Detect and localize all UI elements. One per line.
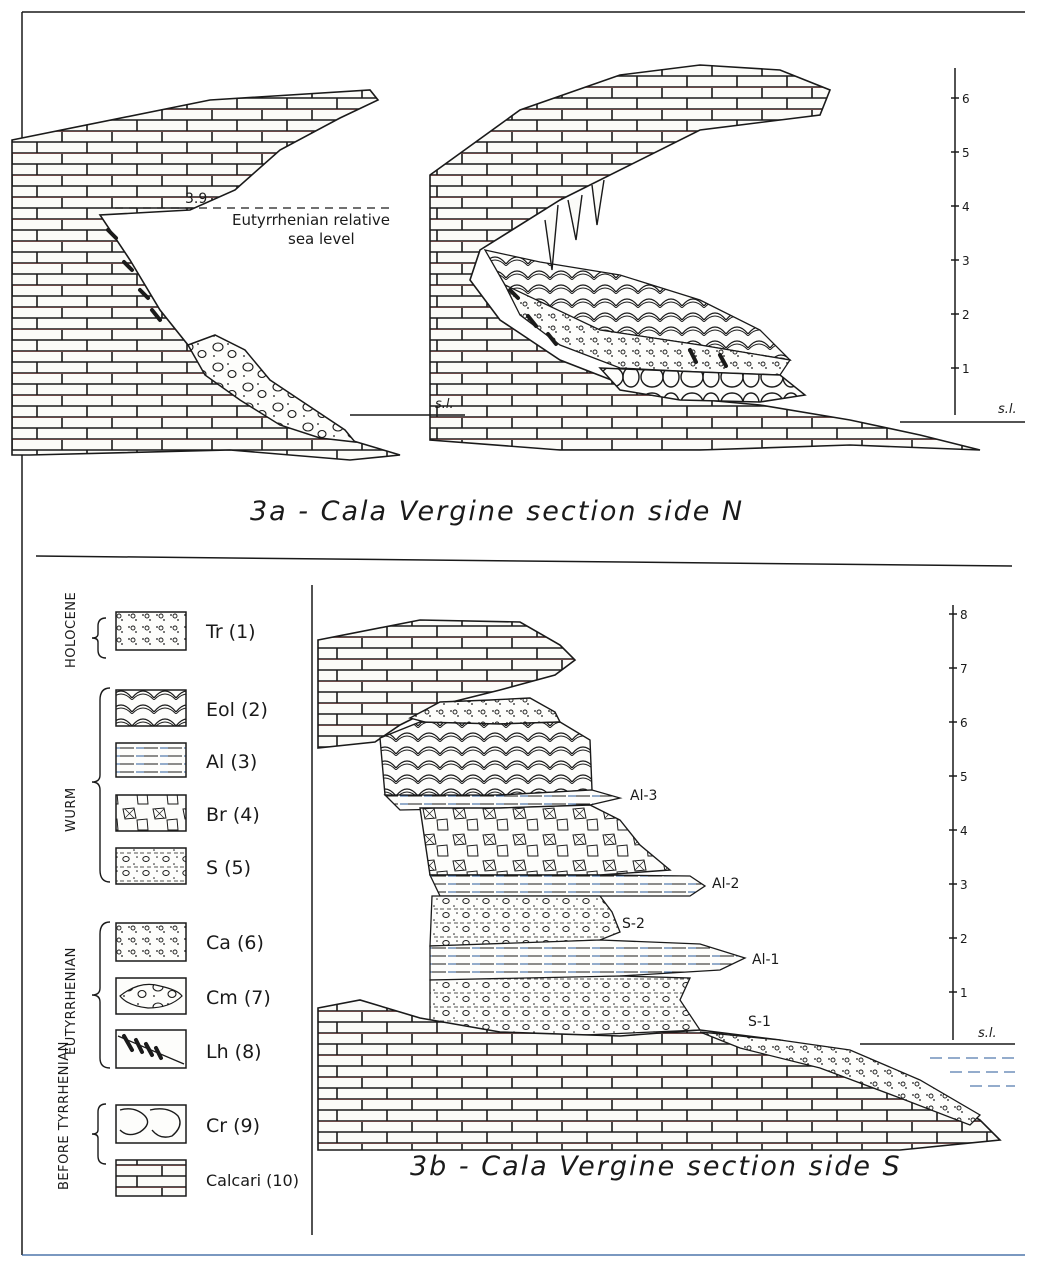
panel-a-sea-level-note-1: Eutyrrhenian relative: [232, 211, 390, 229]
legend-label-br: Br (4): [206, 804, 260, 826]
legend-label-s: S (5): [206, 857, 251, 879]
legend-swatch-cr: [115, 1104, 187, 1144]
panel-a-section: 3.9 Eutyrrhenian relative sea level s.l.…: [11, 64, 1025, 527]
panel-b-tick-3: 3: [960, 878, 968, 892]
legend-braces: [91, 617, 111, 1165]
panel-b-section: Al-3 Al-2 S-2 Al-1 S-1 s.l. 8 7 6 5 4 3: [317, 605, 1015, 1182]
panel-a-scale-ticks: [951, 97, 959, 369]
panel-b-al2: [428, 874, 707, 897]
legend-swatch-s: [115, 847, 187, 885]
panel-b-caption: 3b - Cala Vergine section side S: [410, 1151, 902, 1182]
panel-b-label-s1: S-1: [748, 1014, 771, 1030]
panel-b-al1: [429, 939, 747, 981]
panel-b-breccia: [419, 804, 672, 876]
panel-a-left-limestone: [11, 89, 401, 461]
panel-b-eolian: [379, 721, 593, 799]
panel-b-top-limestone: [317, 619, 577, 749]
legend-swatch-lh-line: [117, 1035, 185, 1065]
legend-swatch-br: [115, 794, 187, 832]
legend-period-before-tyrrhenian: BEFORE TYRRHENIAN: [57, 1041, 72, 1190]
panel-b-scale-ticks: [949, 613, 957, 993]
panel-a-stalactites: [544, 179, 605, 271]
panel-b-tick-2: 2: [960, 932, 968, 946]
panel-b-label-s2: S-2: [622, 916, 645, 932]
panel-b-s2: [429, 895, 621, 947]
panel-a-sea-level-note-2: sea level: [288, 230, 355, 248]
panel-b-tick-1: 1: [960, 986, 968, 1000]
legend-label-lh: Lh (8): [206, 1041, 262, 1063]
legend-swatch-cr-pattern: [119, 1108, 181, 1138]
panel-b-al3: [383, 789, 623, 811]
panel-a-tick-3: 3: [962, 254, 970, 268]
legend: HOLOCENE WURM EUTYRRHENIAN BEFORE TYRRHE…: [57, 592, 299, 1197]
legend-swatch-cm-body: [119, 983, 183, 1009]
panel-a-lithophaga-marks: [106, 228, 728, 368]
panel-b-sea-lines: [930, 1057, 1015, 1087]
legend-label-ca: Ca (6): [206, 932, 264, 954]
panel-b-tick-8: 8: [960, 608, 968, 622]
legend-swatch-ca: [115, 922, 187, 962]
panel-a-tick-1: 1: [962, 362, 970, 376]
legend-label-al: Al (3): [206, 751, 257, 773]
panel-b-sl-label: s.l.: [978, 1026, 997, 1041]
legend-label-eol: Eol (2): [206, 699, 268, 721]
legend-label-cr: Cr (9): [206, 1115, 260, 1137]
legend-swatch-al: [115, 742, 187, 778]
panel-divider: [35, 555, 1013, 567]
panel-b-label-al3: Al-3: [630, 788, 657, 804]
panel-a-tick-5: 5: [962, 146, 970, 160]
panel-a-sea-level-value: 3.9: [185, 191, 207, 207]
panel-a-tick-6: 6: [962, 92, 970, 106]
legend-period-holocene: HOLOCENE: [64, 592, 79, 668]
panel-a-left-deposit: [186, 334, 357, 443]
panel-a-left-sl-label: s.l.: [435, 397, 454, 412]
panel-b-tick-5: 5: [960, 770, 968, 784]
legend-swatch-tr: [115, 611, 187, 651]
legend-period-wurm: WURM: [64, 787, 79, 832]
legend-swatch-eol: [115, 689, 187, 727]
legend-label-tr: Tr (1): [205, 621, 256, 643]
legend-period-before-tyrrhenian-text: BEFORE TYRRHENIAN: [57, 1041, 72, 1190]
panel-b-tick-7: 7: [960, 662, 968, 676]
panel-b-label-al2: Al-2: [712, 876, 739, 892]
panel-a-right-boulders: [598, 367, 807, 403]
legend-swatch-calcari: [115, 1159, 187, 1197]
legend-label-cm: Cm (7): [206, 987, 271, 1009]
panel-b-slope-deposit: [699, 1031, 982, 1126]
panel-b-tick-4: 4: [960, 824, 968, 838]
panel-a-tick-4: 4: [962, 200, 970, 214]
panel-a-caption: 3a - Cala Vergine section side N: [250, 496, 744, 527]
legend-label-calcari: Calcari (10): [206, 1171, 299, 1190]
panel-a-right-sl-label: s.l.: [998, 402, 1017, 417]
legend-period-eutyrrhenian: EUTYRRHENIAN: [64, 947, 79, 1055]
panel-b-tick-6: 6: [960, 716, 968, 730]
panel-a-right-limestone: [429, 64, 981, 451]
panel-b-label-al1: Al-1: [752, 952, 779, 968]
panel-a-tick-2: 2: [962, 308, 970, 322]
